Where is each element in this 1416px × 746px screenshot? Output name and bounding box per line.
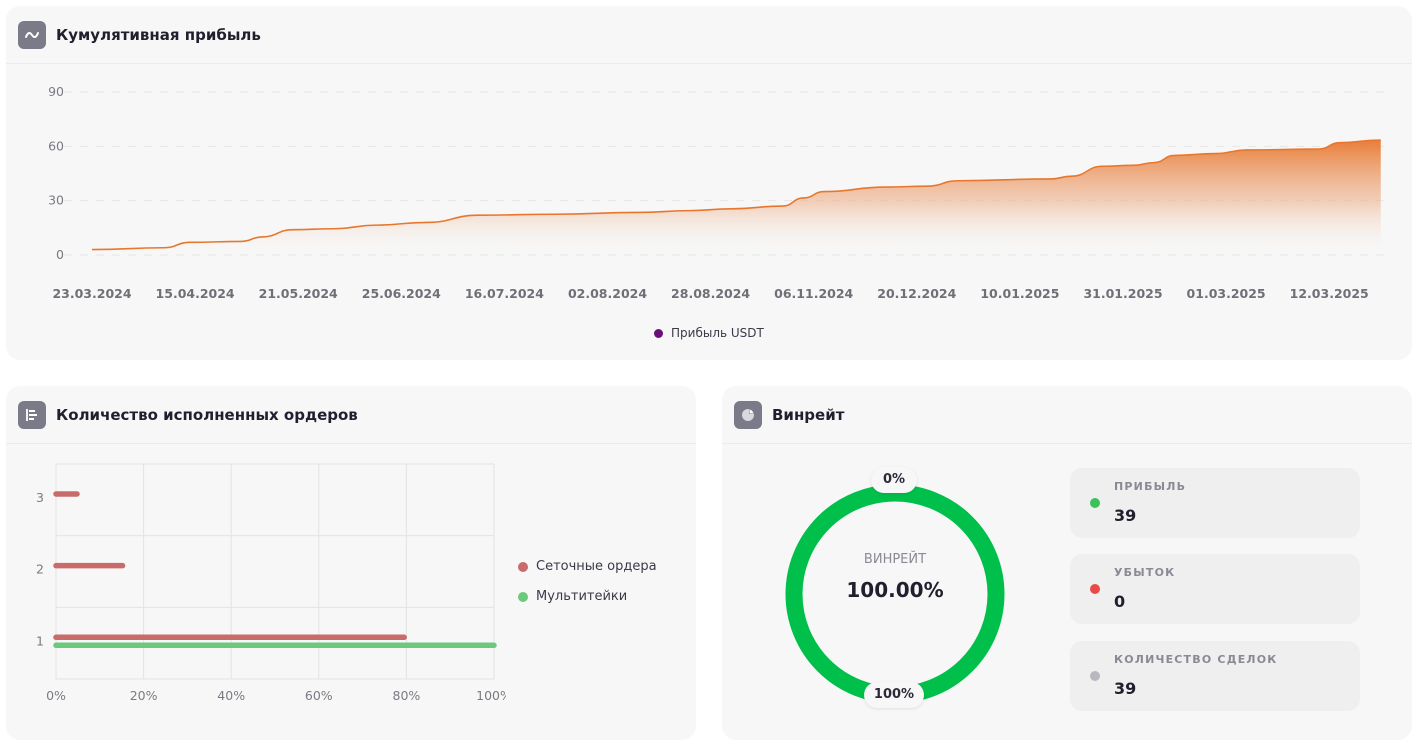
y-tick-label: 2: [36, 562, 44, 577]
x-tick-label: 12.03.2025: [1290, 286, 1369, 301]
card-header: Кумулятивная прибыль: [6, 6, 1412, 64]
x-tick-label: 06.11.2024: [774, 286, 853, 301]
stat-label: КОЛИЧЕСТВО СДЕЛОК: [1114, 653, 1278, 666]
x-tick-label: 16.07.2024: [465, 286, 544, 301]
stat-value: 39: [1114, 679, 1137, 698]
stat-trade-count: КОЛИЧЕСТВО СДЕЛОК 39: [1070, 641, 1360, 711]
stat-label: УБЫТОК: [1114, 566, 1176, 579]
stat-label: ПРИБЫЛЬ: [1114, 480, 1187, 493]
x-tick-label: 10.01.2025: [980, 286, 1059, 301]
profit-area: [92, 139, 1381, 255]
legend-dot: [518, 591, 528, 602]
card-header: Количество исполненных ордеров: [6, 386, 696, 444]
x-tick-label: 80%: [393, 688, 421, 703]
legend-label: Мультитейки: [536, 589, 628, 604]
winrate-center-label: ВИНРЕЙТ: [863, 552, 927, 567]
x-tick-label: 21.05.2024: [259, 286, 338, 301]
x-tick-label: 23.03.2024: [52, 286, 131, 301]
cumulative-profit-chart: 0 30 60 90 23.03.2024 15.04.2024 21.05.2024 25…: [48, 84, 1386, 301]
y-tick-label: 30: [48, 193, 64, 208]
legend-item-grid-orders[interactable]: Сеточные ордера: [518, 559, 657, 574]
x-tick-label: 28.08.2024: [671, 286, 750, 301]
line-chart-icon: [18, 20, 46, 49]
legend-item-multitakes[interactable]: Мультитейки: [518, 589, 627, 604]
legend-dot: [518, 561, 528, 572]
winrate-card: Винрейт ВИНРЕЙТ 100.00% 0% 100% ПРИБЫЛЬ …: [722, 386, 1412, 740]
legend-label: Прибыль USDT: [671, 326, 764, 340]
x-tick-label: 0%: [46, 688, 66, 703]
status-dot: [1090, 498, 1100, 508]
y-tick-label: 60: [48, 138, 64, 153]
card-header: Винрейт: [722, 386, 1412, 444]
x-tick-label: 40%: [217, 688, 245, 703]
pill-top-percent: 0%: [871, 467, 917, 493]
pill-bottom-percent: 100%: [864, 682, 924, 708]
x-tick-label: 20%: [130, 688, 158, 703]
executed-orders-chart: 1 2 3 0% 20% 40% 60% 80% 100%: [36, 463, 506, 703]
card-title: Винрейт: [772, 405, 845, 424]
y-tick-label: 1: [36, 633, 44, 648]
x-tick-label: 02.08.2024: [568, 286, 647, 301]
bar-list-icon: [18, 400, 46, 429]
stat-value: 39: [1114, 506, 1137, 525]
x-tick-label: 01.03.2025: [1187, 286, 1266, 301]
x-tick-label: 20.12.2024: [877, 286, 956, 301]
card-title: Количество исполненных ордеров: [56, 405, 358, 424]
cumulative-profit-card: Кумулятивная прибыль 0 30 60 90 23.03.2024 1…: [6, 6, 1412, 360]
x-tick-label: 25.06.2024: [362, 286, 441, 301]
x-tick-label: 15.04.2024: [156, 286, 235, 301]
winrate-center-value: 100.00%: [846, 578, 944, 602]
stat-loss: УБЫТОК 0: [1070, 554, 1360, 624]
profit-line: [91, 139, 1381, 251]
card-title: Кумулятивная прибыль: [56, 25, 261, 44]
chart-legend[interactable]: Прибыль USDT: [654, 326, 764, 340]
status-dot: [1090, 671, 1100, 681]
legend-dot: [654, 328, 663, 338]
y-tick-label: 0: [56, 247, 64, 262]
legend-label: Сеточные ордера: [536, 559, 657, 574]
stat-profit: ПРИБЫЛЬ 39: [1070, 468, 1360, 538]
y-tick-label: 3: [36, 490, 44, 505]
executed-orders-card: Количество исполненных ордеров 1 2 3 0% 20%…: [6, 386, 696, 740]
status-dot: [1090, 584, 1100, 594]
x-tick-label: 60%: [305, 688, 333, 703]
y-tick-label: 90: [48, 84, 64, 99]
stat-value: 0: [1114, 592, 1126, 611]
x-tick-label: 31.01.2025: [1083, 286, 1162, 301]
pie-chart-icon: [734, 400, 762, 429]
x-tick-label: 100%: [476, 688, 506, 703]
